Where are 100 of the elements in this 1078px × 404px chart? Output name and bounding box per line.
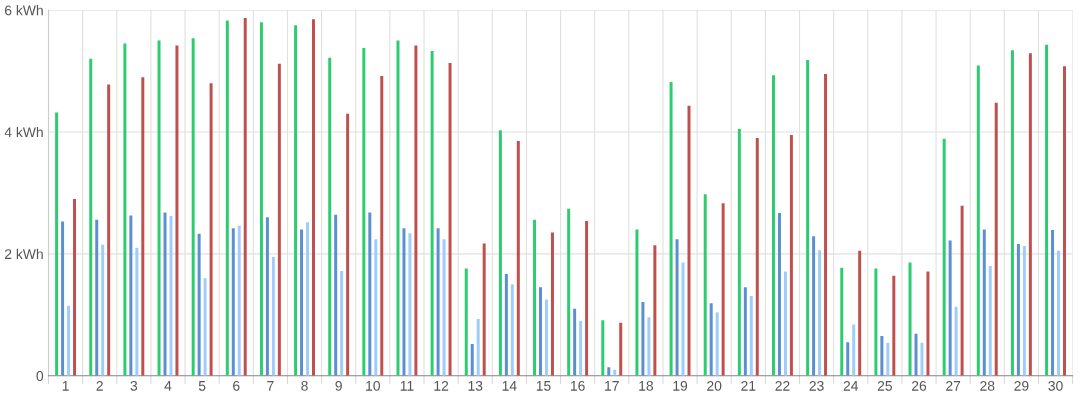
x-tick-label: 16 [570, 380, 585, 391]
x-tick-label: 23 [809, 380, 824, 391]
bar [334, 214, 338, 376]
bar [464, 268, 468, 376]
bar [880, 336, 884, 376]
bar [675, 239, 679, 376]
bar [585, 220, 589, 376]
bar [300, 229, 304, 376]
bar [743, 287, 747, 376]
bar [721, 203, 725, 376]
bar [1016, 244, 1020, 376]
x-tick-label: 1 [62, 381, 69, 391]
bar [157, 40, 161, 376]
bar [601, 320, 605, 376]
bar [328, 57, 332, 376]
bar [709, 303, 713, 376]
bar [777, 213, 781, 376]
bar [271, 256, 275, 376]
bar [544, 299, 548, 376]
bar [607, 367, 611, 376]
x-tick-label: 11 [400, 381, 414, 391]
bar [1045, 44, 1049, 376]
bar [498, 130, 502, 376]
bar [619, 322, 623, 376]
bar [635, 229, 639, 376]
bar [380, 75, 384, 376]
bar [1010, 50, 1014, 376]
bar [874, 268, 878, 376]
bar [783, 271, 787, 376]
x-tick-label: 19 [673, 380, 688, 391]
x-tick-label: 8 [301, 380, 308, 391]
x-tick-label: 4 [164, 381, 172, 391]
x-tick-label: 9 [335, 380, 342, 391]
x-tick-label: 24 [843, 380, 859, 391]
bar [641, 301, 645, 376]
bar [197, 233, 201, 376]
bar [573, 308, 577, 376]
bar [647, 317, 651, 376]
bar [858, 250, 862, 376]
bar [960, 205, 964, 376]
bar [715, 312, 719, 376]
x-tick-label: 6 [233, 380, 240, 391]
bar [653, 245, 657, 376]
bar [73, 199, 77, 376]
bar [852, 324, 856, 376]
bar [669, 82, 673, 376]
bar [442, 239, 446, 376]
bar [306, 222, 310, 376]
bar [954, 306, 958, 376]
x-tick-label: 26 [911, 380, 927, 391]
bar [414, 45, 418, 376]
x-tick-label: 25 [877, 380, 892, 391]
bar [396, 40, 400, 376]
bar [362, 47, 366, 376]
bar [771, 75, 775, 376]
bar [237, 225, 241, 376]
bar [436, 228, 440, 376]
bar [818, 250, 822, 376]
bar [976, 65, 980, 376]
bar [510, 284, 514, 376]
bar [539, 287, 542, 376]
bar [243, 18, 247, 376]
bar [504, 273, 508, 376]
x-tick-label: 15 [536, 381, 551, 391]
x-tick-label: 5 [198, 381, 206, 391]
y-tick-label: 6 kWh [4, 5, 43, 16]
bar [141, 77, 145, 376]
bar [169, 216, 173, 376]
bar [95, 219, 99, 376]
bar [812, 236, 816, 376]
bar [516, 141, 520, 376]
bar [470, 344, 474, 376]
x-tick-label: 27 [946, 380, 961, 391]
bar [225, 20, 229, 376]
x-tick-label: 29 [1014, 380, 1029, 391]
bar [259, 22, 263, 376]
bar [948, 240, 952, 376]
bar [312, 19, 315, 376]
bar [277, 63, 281, 376]
bar [448, 63, 452, 376]
bar [920, 342, 924, 376]
bar [482, 243, 486, 376]
bar [340, 270, 344, 376]
bar [346, 113, 350, 376]
bar [55, 112, 59, 376]
bar [107, 84, 111, 376]
x-tick-label: 2 [96, 380, 103, 391]
bar [550, 232, 554, 376]
bar [892, 275, 896, 376]
bar [430, 50, 434, 376]
bar [1063, 66, 1066, 376]
bar [737, 128, 741, 376]
bar [579, 320, 583, 376]
bar [749, 295, 753, 376]
bar [914, 333, 918, 376]
bar [681, 262, 685, 376]
bar [789, 135, 793, 376]
bar [294, 25, 298, 376]
bar [1028, 53, 1032, 376]
x-tick-label: 22 [775, 380, 790, 391]
